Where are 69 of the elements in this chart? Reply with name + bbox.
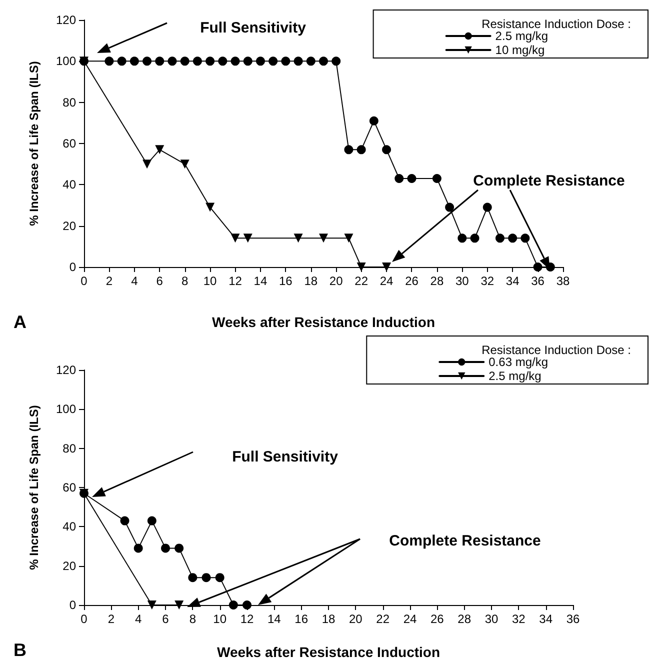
x-tick-label: 34	[506, 274, 520, 288]
x-tick-label: 0	[80, 274, 88, 288]
x-tick-label: 10	[213, 612, 227, 626]
x-tick-label: 26	[405, 274, 419, 288]
x-tick-label: 2	[108, 612, 115, 626]
x-tick-label: 34	[539, 612, 553, 626]
y-tick-label: 120	[56, 13, 76, 27]
x-tick-label: 22	[376, 612, 390, 626]
legend-title: Resistance Induction Dose :	[482, 343, 632, 357]
legend-label: 10 mg/kg	[495, 43, 545, 57]
x-tick-label: 14	[267, 612, 282, 626]
x-tick-label: 26	[430, 612, 444, 626]
x-axis-title: Weeks after Resistance Induction	[212, 314, 436, 330]
text: A	[14, 312, 26, 332]
x-tick-label: 6	[156, 274, 164, 288]
x-axis-title: Weeks after Resistance Induction	[216, 644, 440, 660]
x-tick-label: 30	[484, 612, 498, 626]
x-tick-label: 2	[106, 274, 113, 288]
y-tick-label: 0	[69, 260, 76, 274]
x-tick-label: 12	[228, 274, 242, 288]
x-tick-label: 32	[480, 274, 494, 288]
x-tick-label: 32	[512, 612, 526, 626]
y-tick-label: 100	[56, 402, 76, 416]
y-tick-label: 80	[62, 441, 76, 456]
x-tick-label: 22	[354, 274, 368, 288]
x-tick-label: 16	[294, 612, 308, 626]
text: B	[14, 640, 26, 660]
y-axis-title: % Increase of Life Span (ILS)	[27, 405, 41, 570]
y-tick-label: 0	[69, 598, 76, 612]
y-axis-title: % Increase of Life Span (ILS)	[27, 61, 41, 226]
x-tick-label: 30	[455, 274, 470, 288]
y-tick-label: 40	[62, 520, 76, 534]
x-tick-label: 24	[380, 274, 394, 288]
x-tick-label: 12	[240, 612, 254, 626]
x-tick-label: 24	[403, 612, 417, 626]
x-tick-label: 36	[566, 612, 580, 626]
annotation: Complete Resistance	[473, 172, 625, 190]
x-tick-label: 6	[162, 612, 170, 626]
legend-label: 2.5 mg/kg	[488, 369, 542, 383]
x-tick-label: 14	[254, 274, 268, 288]
y-tick-label: 20	[62, 218, 76, 233]
x-tick-label: 28	[458, 612, 472, 626]
legend-label: 0.63 mg/kg	[488, 355, 548, 369]
y-tick-label: 60	[62, 136, 76, 150]
x-tick-label: 28	[430, 274, 444, 288]
x-tick-label: 18	[322, 612, 336, 626]
x-tick-label: 8	[189, 612, 196, 626]
annotation: Full Sensitivity	[200, 20, 307, 36]
y-tick-label: 40	[62, 178, 76, 192]
x-tick-label: 38	[556, 274, 570, 288]
x-tick-label: 10	[203, 274, 218, 288]
x-tick-label: 20	[348, 612, 363, 626]
x-tick-label: 0	[80, 612, 88, 626]
x-tick-label: 16	[279, 274, 293, 288]
y-tick-label: 100	[56, 54, 76, 68]
y-tick-label: 20	[62, 558, 76, 573]
y-tick-label: 60	[62, 480, 76, 494]
annotation: Complete Resistance	[389, 532, 541, 550]
x-tick-label: 4	[131, 274, 138, 288]
legend-title: Resistance Induction Dose :	[482, 17, 632, 31]
legend-label: 2.5 mg/kg	[495, 29, 548, 43]
x-tick-label: 36	[531, 274, 545, 288]
x-tick-label: 18	[304, 274, 318, 288]
annotation: Full Sensitivity	[232, 448, 339, 466]
x-tick-label: 20	[329, 274, 344, 288]
x-tick-label: 8	[182, 274, 188, 288]
y-tick-label: 80	[62, 95, 76, 110]
x-tick-label: 4	[134, 612, 142, 626]
y-tick-label: 120	[56, 363, 76, 377]
